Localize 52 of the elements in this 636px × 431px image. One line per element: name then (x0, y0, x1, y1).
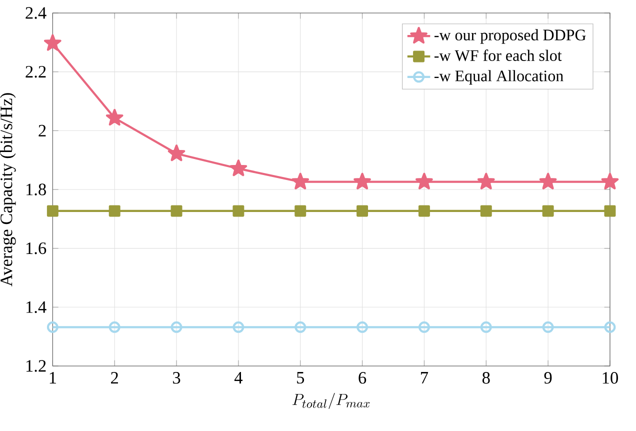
point (480, 321, 492, 333)
point (356, 321, 368, 333)
point (106, 108, 124, 126)
point (108, 205, 120, 217)
x-axis-title: $P_{total}/P_{max}$ (292, 392, 370, 409)
point (108, 321, 120, 333)
point (604, 205, 616, 217)
point (232, 205, 244, 217)
point (542, 205, 554, 217)
point (480, 205, 492, 217)
point (601, 172, 619, 190)
y-tick-label: 1.2 (26, 360, 46, 372)
point (168, 144, 186, 162)
x-tick-label: 10 (602, 372, 618, 384)
y-tick-label: 1.4 (26, 301, 46, 314)
x-tick-label: 1 (50, 372, 56, 384)
legend-label: -w WF for each slot (434, 50, 562, 62)
point (356, 205, 368, 217)
point (46, 205, 58, 217)
legend-label: -w our proposed DDPG (434, 29, 586, 44)
point (230, 160, 248, 176)
point (292, 172, 310, 190)
point (604, 321, 616, 333)
point (294, 321, 306, 333)
x-tick-label: 5 (297, 372, 304, 384)
x-tick-label: 4 (234, 372, 243, 384)
y-tick-label: 2.2 (26, 66, 46, 78)
y-axis-title: Average Capacity (bit/s/Hz) (0, 93, 16, 286)
x-tick-label: 9 (544, 372, 552, 384)
point (294, 205, 306, 217)
x-tick-label: 6 (358, 372, 366, 384)
point (46, 321, 58, 333)
x-tick-label: 7 (421, 372, 428, 384)
point (542, 321, 554, 333)
point (418, 205, 430, 217)
point (170, 205, 182, 217)
legend-label: -w Equal Allocation (434, 70, 564, 85)
x-tick-label: 8 (482, 372, 490, 384)
point (416, 172, 433, 190)
point (539, 172, 557, 190)
y-tick-label: 1.8 (26, 184, 46, 196)
y-tick-label: 1.6 (26, 242, 46, 254)
y-tick-label: 2.4 (26, 7, 46, 19)
point (477, 172, 495, 190)
point (418, 321, 430, 333)
point (232, 321, 244, 333)
x-tick-label: 2 (111, 372, 118, 384)
x-tick-label: 3 (173, 372, 180, 384)
point (354, 172, 371, 190)
point (44, 34, 62, 51)
y-tick-label: 2 (38, 124, 46, 136)
point (170, 321, 182, 333)
